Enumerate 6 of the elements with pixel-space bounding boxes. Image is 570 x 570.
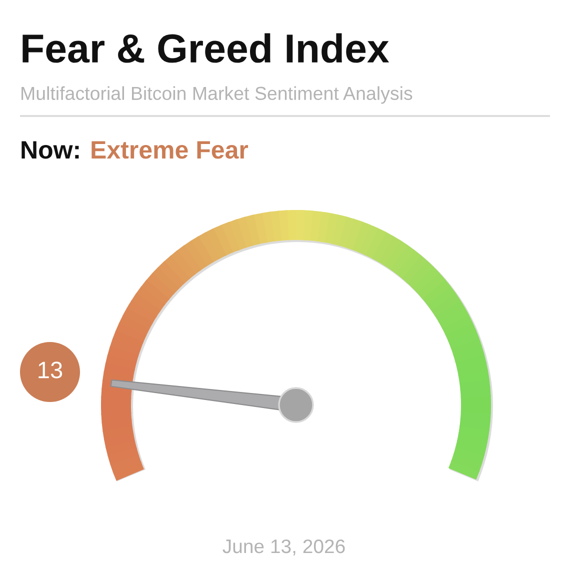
text: Fear & Greed Index [22,33,390,63]
text: June 13, 2026 [222,539,345,556]
data-label: 13 [38,362,62,378]
text: Extreme Fear [92,141,248,159]
text: Now: [22,141,79,159]
text: Multifactorial Bitcoin Market Sentiment Analysis [22,86,412,104]
